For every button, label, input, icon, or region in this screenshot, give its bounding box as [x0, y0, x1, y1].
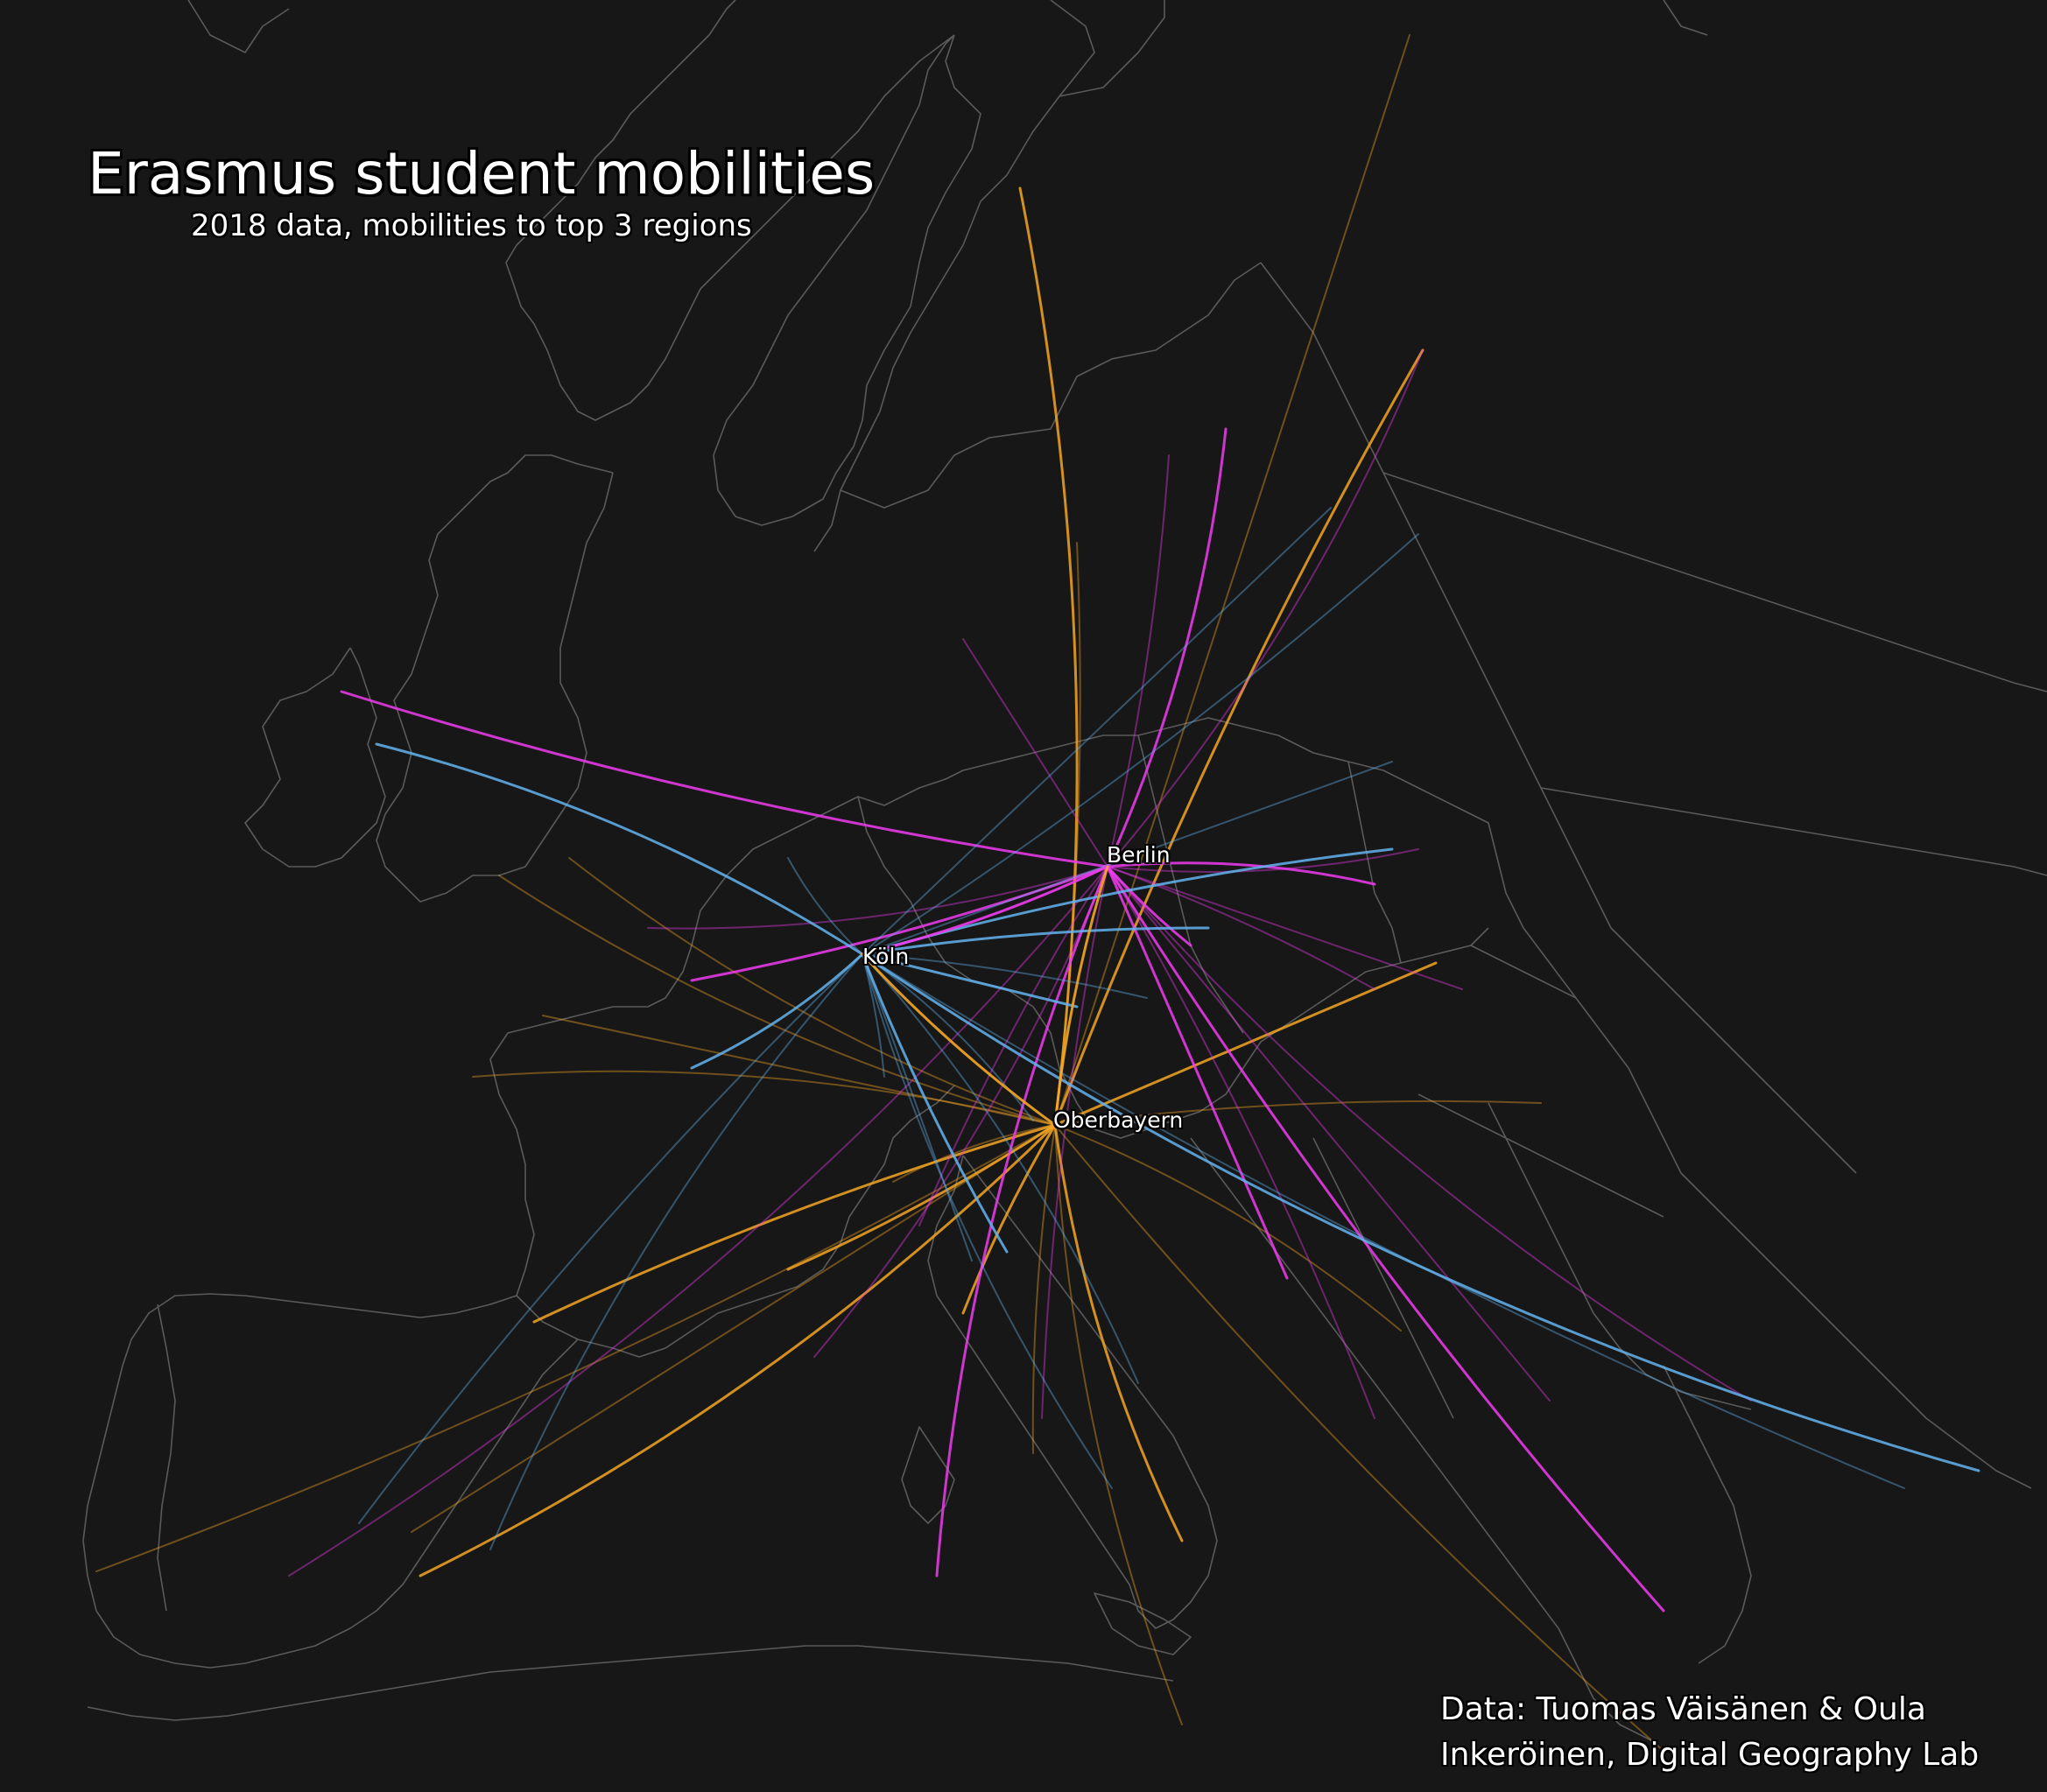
flow-line-oberbayern	[1031, 1124, 1056, 1454]
flow-line-berlin	[1107, 866, 1551, 1402]
hub-label-berlin: Berlin	[1107, 842, 1171, 868]
flow-line-oberbayern	[786, 1123, 1057, 1271]
flow-line-oberbayern	[1053, 348, 1424, 1127]
hub-label-koln: Köln	[862, 944, 910, 969]
flow-line-koln	[862, 953, 1139, 1384]
flow-line-oberbayern	[1054, 1124, 1664, 1752]
flow-line-berlin	[1041, 866, 1108, 1419]
flow-line-berlin	[1107, 848, 1419, 873]
flow-line-koln	[862, 507, 1332, 955]
flow-line-koln	[358, 953, 863, 1524]
flow-line-berlin	[813, 866, 1108, 1358]
flow-line-berlin	[935, 865, 1109, 1578]
flow-line-berlin	[1107, 866, 1463, 990]
flow-line-koln	[489, 953, 863, 1550]
flow-line-berlin	[1106, 865, 1289, 1280]
flow-line-koln	[787, 857, 863, 955]
flow-line-berlin	[1106, 865, 1192, 947]
flow-line-berlin	[1107, 866, 1752, 1402]
flow-line-hub-koln-oberbayern	[861, 952, 1057, 1127]
flow-line-hub-koln-berlin	[861, 865, 1109, 956]
flow-line-oberbayern	[472, 1070, 1056, 1126]
flow-line-berlin	[1107, 454, 1170, 868]
flow-line-oberbayern	[419, 1123, 1057, 1578]
flow-line-koln	[861, 952, 1079, 1008]
flow-line-berlin	[647, 866, 1108, 930]
flow-line-koln	[862, 761, 1393, 955]
flow-line-koln	[862, 953, 1113, 1489]
flow-line-koln	[862, 953, 1148, 999]
flow-line-berlin	[690, 865, 1109, 982]
map-subtitle: 2018 data, mobilities to top 3 regions	[191, 208, 752, 243]
flow-line-berlin	[1106, 427, 1227, 868]
flow-line-koln	[862, 953, 1034, 1121]
flow-line-berlin	[918, 866, 1108, 1226]
flow-line-berlin	[1107, 349, 1424, 868]
country-borders	[82, 0, 2047, 1743]
credit-line-2: Inkeröinen, Digital Geography Lab	[1440, 1737, 1980, 1773]
flow-line-oberbayern	[1053, 1123, 1184, 1543]
flow-line-oberbayern	[542, 1015, 1056, 1126]
hub-label-oberbayern: Oberbayern	[1053, 1107, 1184, 1133]
flow-line-oberbayern	[411, 1124, 1056, 1533]
flow-line-oberbayern	[961, 1123, 1057, 1315]
flow-line-koln	[862, 953, 973, 1261]
mobility-flows	[95, 34, 1980, 1752]
flow-line-oberbayern	[1018, 186, 1079, 1127]
flow-line-koln	[861, 926, 1210, 956]
flow-line-oberbayern	[1054, 542, 1081, 1126]
flow-line-berlin	[1106, 861, 1376, 886]
flow-line-koln	[861, 952, 1009, 1254]
flow-line-koln	[862, 953, 1905, 1489]
credit-line-1: Data: Tuomas Väisänen & Oula	[1440, 1691, 1926, 1727]
flow-line-oberbayern	[568, 857, 1056, 1126]
flow-line-berlin	[1107, 866, 1375, 990]
flow-line-oberbayern	[498, 875, 1056, 1126]
map-title: Erasmus student mobilities	[88, 140, 876, 207]
flow-line-berlin	[1107, 866, 1375, 1419]
flow-line-oberbayern	[892, 1124, 1056, 1183]
flow-line-berlin	[340, 690, 1109, 868]
flow-line-koln	[861, 952, 1980, 1472]
flow-line-oberbayern	[1054, 1124, 1402, 1332]
flow-line-oberbayern	[1054, 1124, 1183, 1725]
flow-line-berlin	[1106, 865, 1665, 1613]
flow-line-oberbayern	[1054, 34, 1410, 1126]
flow-line-koln	[375, 742, 864, 956]
flow-line-oberbayern	[532, 1123, 1057, 1324]
flow-line-koln	[690, 952, 864, 1070]
flow-line-oberbayern	[95, 1124, 1056, 1572]
flow-line-koln	[862, 953, 885, 1078]
flow-line-oberbayern	[1054, 1100, 1542, 1126]
flow-line-hub-berlin-oberbayern	[1053, 865, 1109, 1127]
flow-line-berlin	[962, 638, 1108, 868]
flow-line-koln	[862, 533, 1419, 955]
flow-line-oberbayern	[1053, 961, 1438, 1127]
